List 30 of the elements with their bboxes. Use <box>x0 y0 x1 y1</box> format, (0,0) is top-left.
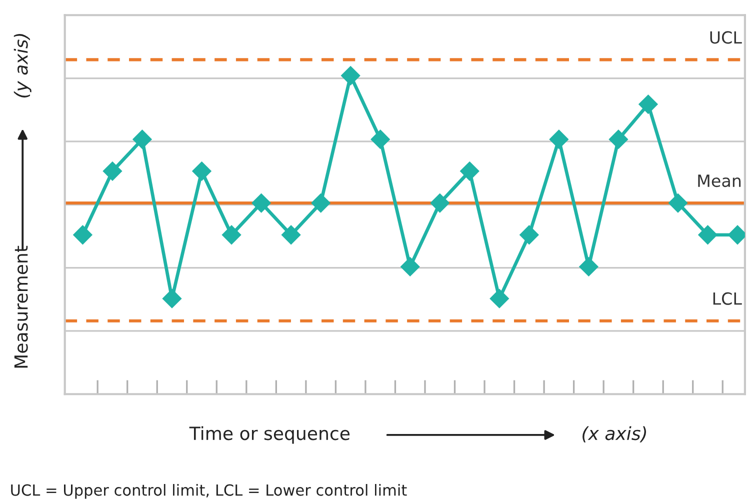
point <box>430 194 450 213</box>
text: UCL = Upper control limit, LCL = Lower control limit <box>11 484 407 499</box>
point <box>370 130 390 149</box>
point <box>638 94 658 114</box>
point <box>192 162 212 181</box>
point <box>132 130 152 149</box>
ref-line-label: Mean <box>698 174 741 188</box>
point <box>341 66 360 86</box>
text: (x axis) <box>582 426 646 442</box>
point <box>608 130 628 149</box>
ref-line-label: UCL <box>710 31 742 44</box>
point <box>252 194 271 213</box>
point <box>102 162 122 181</box>
point <box>698 225 718 244</box>
text: (y axis) <box>14 34 32 98</box>
point <box>73 225 92 244</box>
point <box>311 194 330 213</box>
point <box>668 194 688 213</box>
point <box>162 289 182 308</box>
point <box>490 289 509 308</box>
x-axis-title: Time or sequence <box>189 426 350 444</box>
point <box>400 257 420 276</box>
point <box>520 225 539 244</box>
point <box>282 225 301 244</box>
point <box>222 225 242 244</box>
point <box>460 162 480 181</box>
y-axis-title: Measurement <box>14 246 28 368</box>
point <box>549 130 568 149</box>
ref-line-label: LCL <box>713 292 742 305</box>
point <box>579 257 598 276</box>
